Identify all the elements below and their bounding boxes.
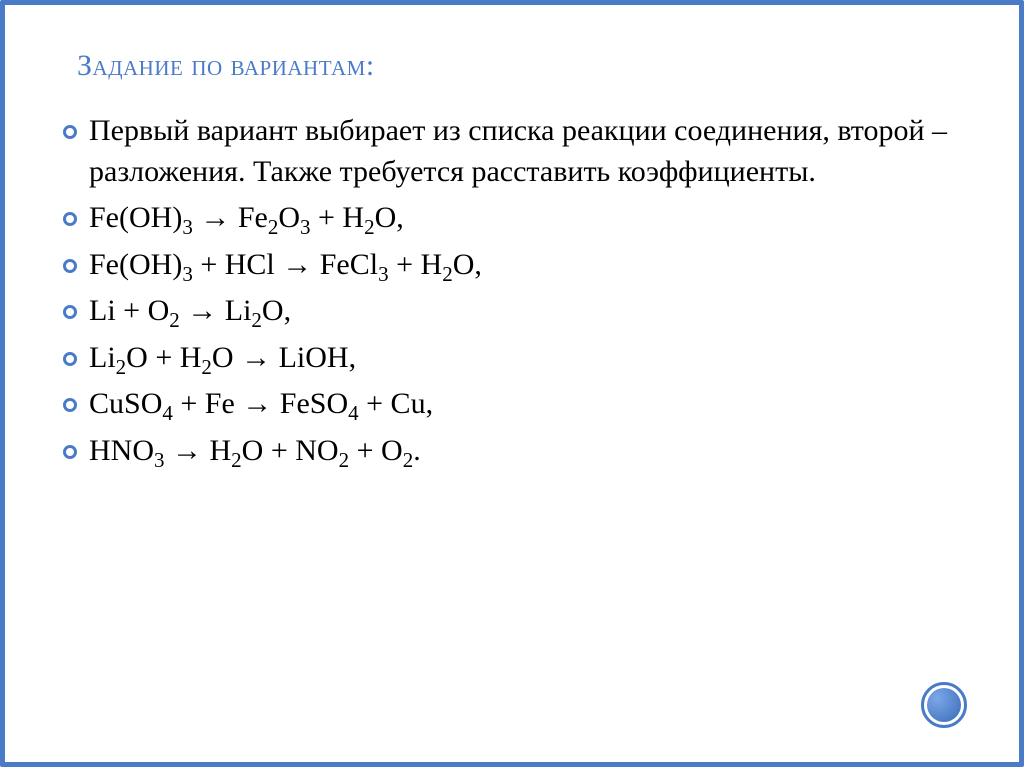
bullet-icon xyxy=(63,259,77,273)
circle-inner-icon xyxy=(927,688,961,722)
intro-paragraph: Первый вариант выбирает из списка реакци… xyxy=(63,111,961,192)
slide-title: Задание по вариантам: xyxy=(77,49,375,83)
bullet-icon xyxy=(63,398,77,412)
equation-text: Li2O + H2O → LiOH, xyxy=(89,338,356,379)
equation-text: Fe(OH)3 + HCl → FeCl3 + H2O, xyxy=(89,245,482,286)
bullet-icon xyxy=(63,305,77,319)
equation-row: Fe(OH)3 → Fe2O3 + H2O, xyxy=(63,198,961,239)
equation-row: Li + O2 → Li2O, xyxy=(63,291,961,332)
equation-row: CuSO4 + Fe → FeSO4 + Cu, xyxy=(63,384,961,425)
equation-text: Fe(OH)3 → Fe2O3 + H2O, xyxy=(89,198,404,239)
slide-content: Первый вариант выбирает из списка реакци… xyxy=(63,111,961,477)
bullet-icon xyxy=(63,445,77,459)
equation-text: CuSO4 + Fe → FeSO4 + Cu, xyxy=(89,384,433,425)
equation-row: Fe(OH)3 + HCl → FeCl3 + H2O, xyxy=(63,245,961,286)
slide-frame: Задание по вариантам: Первый вариант выб… xyxy=(0,0,1024,767)
intro-text: Первый вариант выбирает из списка реакци… xyxy=(89,111,961,192)
bullet-icon xyxy=(63,125,77,139)
bullet-icon xyxy=(63,212,77,226)
bullet-icon xyxy=(63,352,77,366)
decorative-corner-circle xyxy=(921,682,967,728)
equation-text: Li + O2 → Li2O, xyxy=(89,291,291,332)
equation-row: HNO3 → H2O + NO2 + O2. xyxy=(63,431,961,472)
equation-text: HNO3 → H2O + NO2 + O2. xyxy=(89,431,421,472)
equation-row: Li2O + H2O → LiOH, xyxy=(63,338,961,379)
